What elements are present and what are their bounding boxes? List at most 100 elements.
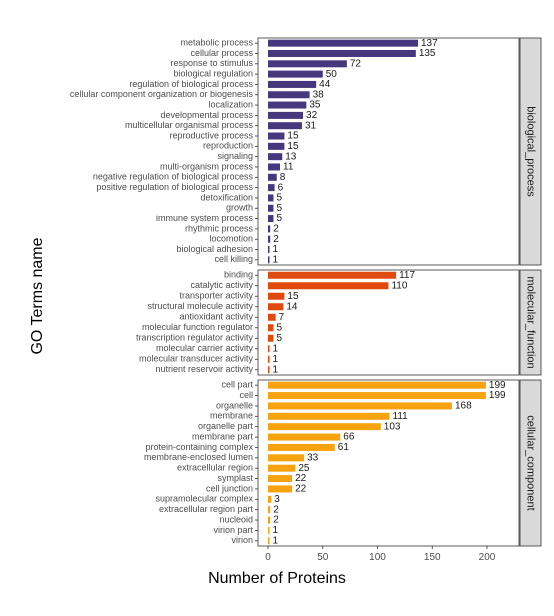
y-tick-label: regulation of biological process (129, 79, 253, 89)
y-tick-label: detoxification (200, 192, 253, 202)
data-label: 137 (421, 38, 438, 49)
bar (268, 495, 272, 503)
y-tick-label: multicellular organismal process (125, 120, 254, 130)
data-label: 135 (419, 48, 436, 59)
y-tick-label: extracellular region part (159, 504, 254, 514)
bar (268, 313, 276, 321)
bar (268, 91, 310, 99)
bar (268, 282, 389, 290)
y-tick-label: rhythmic process (185, 223, 254, 233)
y-tick-label: binding (224, 270, 253, 280)
bar (268, 485, 293, 493)
bar (268, 256, 270, 264)
data-label: 1 (273, 364, 279, 375)
data-label: 72 (350, 58, 362, 69)
y-tick-label: cellular process (190, 48, 253, 58)
data-label: 15 (287, 131, 299, 142)
x-tick-label: 100 (369, 552, 386, 563)
y-tick-label: membrane-enclosed lumen (144, 452, 253, 462)
bar (268, 111, 304, 119)
y-tick-label: virion part (213, 525, 253, 535)
bar (268, 101, 307, 109)
data-label: 110 (391, 280, 407, 291)
data-label: 8 (280, 172, 286, 183)
data-label: 61 (338, 442, 350, 453)
bar (268, 506, 271, 514)
y-tick-label: cell (239, 390, 253, 400)
y-tick-label: reproductive process (169, 130, 253, 140)
data-label: 3 (274, 494, 280, 505)
bar (268, 70, 323, 78)
data-label: 5 (276, 203, 282, 214)
x-tick-label: 200 (479, 552, 496, 563)
data-label: 7 (279, 312, 285, 323)
bar (268, 402, 452, 410)
bar (268, 80, 317, 88)
bar (268, 454, 305, 462)
y-tick-label: molecular carrier activity (156, 343, 254, 353)
data-label: 1 (273, 354, 279, 365)
y-tick-label: biological adhesion (176, 244, 253, 254)
data-label: 44 (319, 79, 331, 90)
y-tick-label: virion (231, 535, 253, 545)
bar (268, 433, 341, 441)
y-tick-label: nutrient reservoir activity (155, 364, 253, 374)
data-label: 2 (273, 515, 279, 526)
data-label: 117 (399, 270, 415, 281)
bar (268, 246, 270, 254)
y-tick-label: biological regulation (173, 68, 253, 78)
facet-strip-cellular_component (519, 379, 542, 547)
data-label: 50 (326, 69, 338, 80)
bar (268, 334, 274, 342)
bar (268, 292, 285, 300)
bar (268, 153, 283, 161)
y-tick-label: reproduction (203, 141, 253, 151)
facet-strip-molecular_function (519, 269, 542, 376)
facet-label: biological_process (525, 106, 537, 197)
y-tick-label: symplast (217, 473, 253, 483)
bar (268, 423, 381, 431)
data-label: 168 (455, 401, 472, 412)
bar (268, 194, 274, 202)
data-label: 33 (307, 452, 319, 463)
y-tick-label: extracellular region (177, 463, 253, 473)
y-tick-label: response to stimulus (170, 58, 253, 68)
facet-strip-biological_process (519, 37, 542, 266)
y-tick-label: supramolecular complex (155, 494, 253, 504)
bar (268, 60, 347, 68)
data-label: 15 (287, 291, 299, 302)
bar (268, 173, 277, 181)
data-label: 38 (313, 89, 325, 100)
bar (268, 412, 390, 420)
bar (268, 271, 397, 279)
y-tick-label: signaling (217, 151, 253, 161)
data-label: 2 (273, 504, 279, 515)
data-label: 6 (278, 182, 284, 193)
bar (268, 345, 270, 353)
data-label: 2 (273, 234, 279, 245)
bar (268, 163, 281, 171)
bar (268, 526, 270, 534)
facet-label: molecular_function (525, 276, 537, 368)
bar (268, 392, 486, 400)
data-label: 199 (489, 380, 506, 391)
bar (268, 122, 302, 130)
data-label: 32 (306, 110, 318, 121)
bar (268, 443, 335, 451)
y-tick-label: locomotion (209, 234, 253, 244)
data-label: 2 (273, 224, 279, 235)
bar (268, 49, 416, 57)
y-tick-label: cell junction (206, 483, 253, 493)
bar (268, 235, 271, 243)
data-label: 5 (276, 333, 282, 344)
y-tick-label: transcription regulator activity (136, 333, 254, 343)
bar (268, 39, 419, 47)
bar (268, 464, 296, 472)
x-tick-label: 150 (424, 552, 441, 563)
y-tick-label: metabolic process (180, 38, 253, 48)
bar (268, 381, 486, 389)
data-label: 14 (286, 301, 298, 312)
y-tick-label: cell part (221, 380, 253, 390)
data-label: 15 (287, 141, 299, 152)
